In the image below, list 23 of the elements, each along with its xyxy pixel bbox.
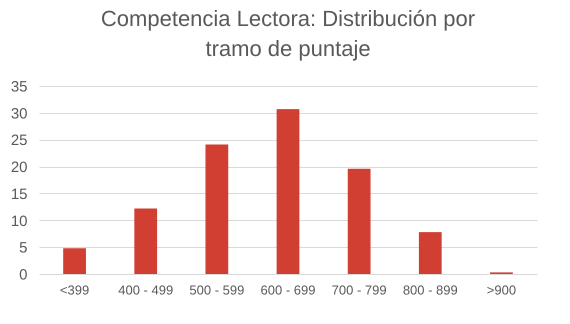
y-tick-label: 35	[10, 78, 28, 96]
x-tick-label: 800 - 899	[402, 282, 458, 298]
y-tick-label: 5	[19, 240, 28, 257]
bar	[418, 232, 442, 274]
y-tick-label: 25	[10, 132, 28, 150]
x-tick-label: 400 - 499	[118, 282, 174, 298]
x-tick-label: >900	[486, 282, 516, 298]
bar	[205, 144, 228, 274]
y-tick-label: 0	[19, 266, 28, 284]
bar	[348, 168, 371, 274]
bar	[63, 248, 86, 274]
text: Competencia Lectora: Distribución por	[100, 6, 476, 31]
x-tick-label: 700 - 799	[332, 282, 387, 298]
bar	[276, 109, 300, 274]
x-tick-label: 500 - 599	[189, 282, 244, 298]
y-tick-label: 20	[10, 159, 28, 176]
x-tick-label: <399	[60, 282, 90, 298]
bar	[134, 208, 158, 274]
text: tramo de puntaje	[205, 36, 371, 61]
y-tick-label: 15	[10, 186, 28, 203]
y-tick-label: 10	[10, 212, 28, 230]
y-tick-label: 30	[10, 105, 28, 122]
x-tick-label: 600 - 699	[260, 282, 316, 298]
